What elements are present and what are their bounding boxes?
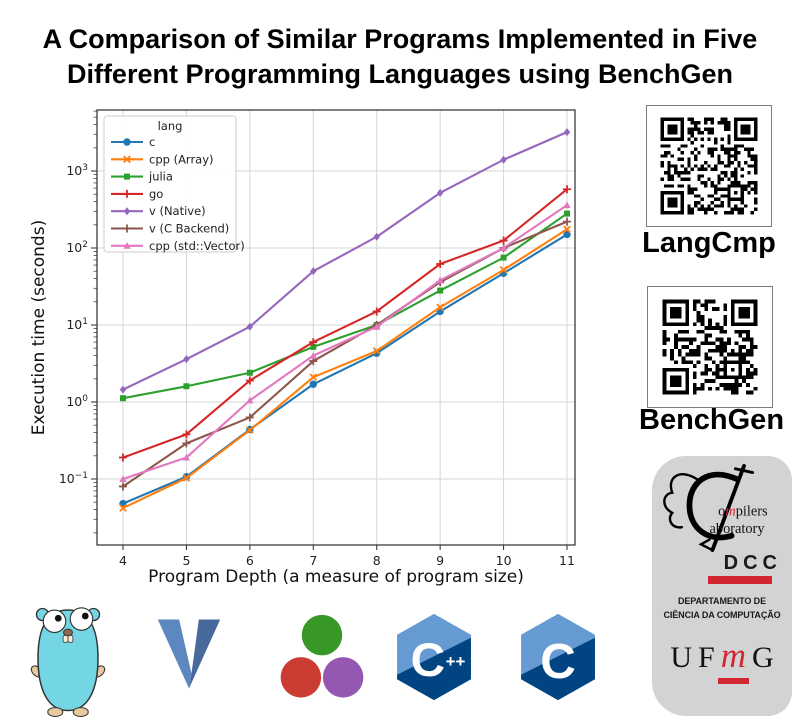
- go-gopher-logo: [30, 607, 106, 718]
- langcmp-label: LangCmp: [642, 227, 776, 259]
- svg-text:103: 103: [66, 163, 88, 178]
- benchgen-label: BenchGen: [639, 404, 785, 436]
- svg-text:go: go: [149, 187, 163, 201]
- page-title: A Comparison of Similar Programs Impleme…: [0, 22, 800, 92]
- page-title-line1: A Comparison of Similar Programs Impleme…: [42, 24, 758, 54]
- langcmp-qr-code: [646, 105, 772, 227]
- svg-text:10: 10: [496, 553, 512, 568]
- svg-text:5: 5: [182, 553, 190, 568]
- svg-text:cpp (std::Vector): cpp (std::Vector): [149, 239, 245, 253]
- svg-text:C: C: [411, 634, 445, 687]
- svg-text:++: ++: [446, 652, 466, 671]
- v-language-logo: [157, 619, 221, 689]
- svg-text:Execution time (seconds): Execution time (seconds): [30, 220, 49, 435]
- benchgen-qr-code: [647, 286, 773, 408]
- svg-text:julia: julia: [148, 170, 173, 184]
- svg-text:c: c: [149, 135, 155, 149]
- svg-text:9: 9: [436, 553, 444, 568]
- c-logo: C: [521, 613, 595, 701]
- svg-text:100: 100: [66, 394, 88, 409]
- svg-text:11: 11: [559, 553, 575, 568]
- svg-text:4: 4: [119, 553, 127, 568]
- department-name: DEPARTAMENTO DE CIÊNCIA DA COMPUTAÇÃO: [663, 596, 781, 620]
- svg-text:10−1: 10−1: [59, 471, 88, 486]
- cpp-logo: C ++: [397, 613, 471, 701]
- svg-text:102: 102: [66, 240, 88, 255]
- ufmg-red-m: m: [720, 636, 746, 675]
- svg-text:cpp (Array): cpp (Array): [149, 152, 214, 166]
- svg-text:6: 6: [246, 553, 254, 568]
- svg-text:C: C: [540, 634, 576, 689]
- langcmp-qr-image: [654, 111, 764, 221]
- dcc-ufmg-badge: ompilers aboratory DCC DEPARTAMENTO DE C…: [652, 456, 792, 716]
- svg-text:101: 101: [66, 317, 88, 332]
- laboratory-text: aboratory: [710, 521, 766, 537]
- dcc-block: DCC: [652, 552, 792, 584]
- compilers-laboratory-logo: ompilers aboratory: [663, 463, 768, 553]
- svg-text:v (C Backend): v (C Backend): [149, 222, 229, 236]
- svg-text:7: 7: [309, 553, 317, 568]
- svg-text:Program Depth (a measure of pr: Program Depth (a measure of program size…: [148, 567, 524, 587]
- svg-text:8: 8: [373, 553, 381, 568]
- svg-text:lang: lang: [158, 119, 183, 133]
- benchmark-line-chart: 4 5 6 7 8 9 10 11 10−1 100 101 102 103 Program Depth …: [30, 109, 576, 587]
- compilers-text: ompilers: [718, 504, 768, 520]
- dcc-acronym: DCC: [723, 552, 782, 574]
- dcc-red-bar: [708, 576, 772, 584]
- page-title-line2: Different Programming Languages using Be…: [66, 59, 734, 90]
- julia-logo: [280, 614, 364, 698]
- svg-text:v (Native): v (Native): [149, 204, 206, 218]
- benchgen-qr-image: [655, 292, 765, 402]
